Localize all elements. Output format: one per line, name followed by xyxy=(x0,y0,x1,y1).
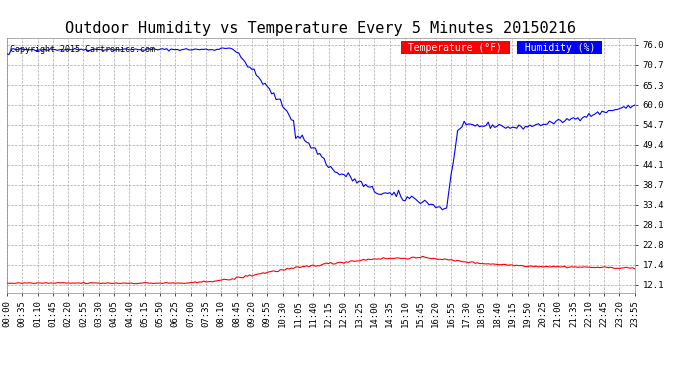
Text: Temperature (°F): Temperature (°F) xyxy=(402,43,509,52)
Text: Copyright 2015 Cartronics.com: Copyright 2015 Cartronics.com xyxy=(10,45,155,54)
Title: Outdoor Humidity vs Temperature Every 5 Minutes 20150216: Outdoor Humidity vs Temperature Every 5 … xyxy=(66,21,576,36)
Text: Humidity (%): Humidity (%) xyxy=(519,43,601,52)
